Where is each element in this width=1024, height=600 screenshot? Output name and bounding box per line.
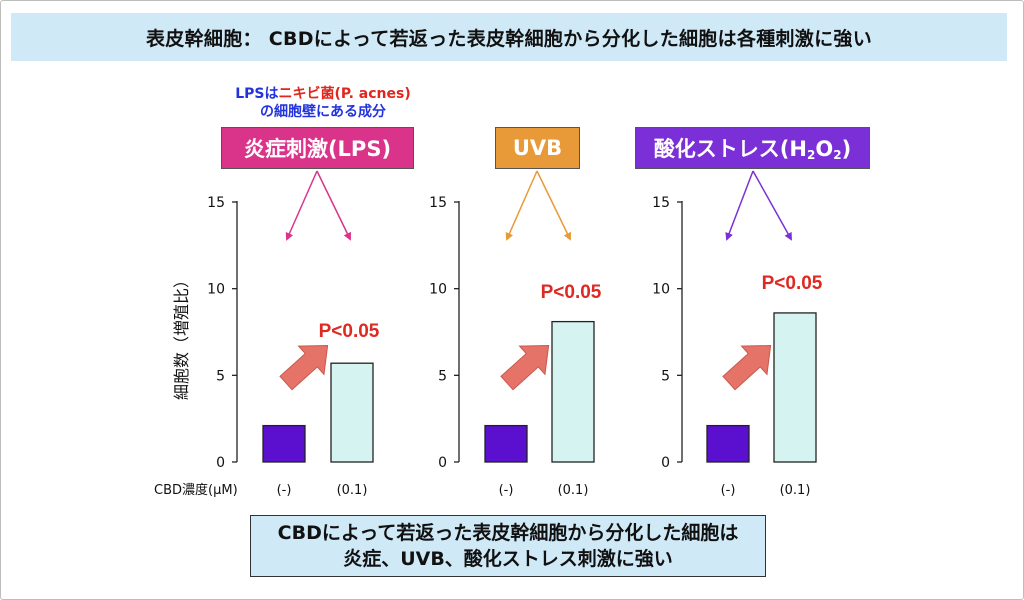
y-tick-label: 10	[652, 282, 670, 298]
y-tick-label: 5	[216, 368, 225, 384]
y-axis-title: 細胞数（増殖比）	[172, 272, 191, 400]
y-tick-label: 10	[207, 282, 225, 298]
x-tick-label: (-)	[721, 483, 736, 498]
stimulus-lps-box: 炎症刺激(LPS)	[221, 127, 414, 169]
x-tick-label: (0.1)	[337, 483, 368, 498]
y-tick-label: 0	[661, 455, 670, 471]
y-tick-label: 5	[661, 368, 670, 384]
y-tick-label: 0	[216, 455, 225, 471]
increase-arrow-icon	[500, 345, 550, 391]
p-value-label: P<0.05	[762, 273, 823, 294]
stimulus-arrow-right	[752, 170, 792, 241]
stimulus-arrow-right	[536, 170, 571, 241]
x-axis-title: CBD濃度(μM)	[154, 482, 238, 498]
x-tick-label: (0.1)	[558, 483, 589, 498]
stimulus-uvb-label: UVB	[512, 136, 563, 160]
y-tick-label: 10	[429, 282, 447, 298]
bar-cbd	[773, 312, 817, 463]
p-value-label: P<0.05	[319, 321, 380, 342]
bar-cbd	[551, 320, 595, 463]
stimulus-oxidative-box: 酸化ストレス(H2O2)	[635, 127, 870, 169]
y-tick-label: 15	[429, 195, 447, 211]
stimulus-oxidative-label: 酸化ストレス(H2O2)	[653, 137, 852, 162]
stimulus-arrow-left	[285, 170, 318, 241]
summary-line-2: 炎症、UVB、酸化ストレス刺激に強い	[343, 548, 673, 570]
stimulus-uvb-box: UVB	[495, 127, 580, 169]
summary-line-1: CBDによって若返った表皮幹細胞から分化した細胞は	[277, 522, 739, 544]
lps-note-acne-bacteria: ニキビ菌(P. acnes)	[278, 86, 411, 102]
increase-arrow-icon	[279, 345, 329, 391]
bar-control	[484, 424, 528, 463]
p-value-label: P<0.05	[541, 282, 602, 303]
stimulus-arrow-left	[505, 170, 538, 241]
increase-arrow-icon	[722, 345, 772, 391]
stimulus-arrow-left	[725, 170, 754, 241]
summary-box: CBDによって若返った表皮幹細胞から分化した細胞は 炎症、UVB、酸化ストレス刺…	[250, 515, 766, 577]
y-tick-label: 0	[438, 455, 447, 471]
x-tick-label: (-)	[277, 483, 292, 498]
bar-control	[706, 424, 750, 463]
lps-note-line1: LPSはニキビ菌(P. acnes)	[203, 85, 443, 103]
y-tick-label: 15	[652, 195, 670, 211]
lps-note-line2: の細胞壁にある成分	[260, 104, 386, 120]
stimulus-lps-label: 炎症刺激(LPS)	[243, 137, 392, 161]
slide-title: 表皮幹細胞： CBDによって若返った表皮幹細胞から分化した細胞は各種刺激に強い	[11, 13, 1007, 61]
y-tick-label: 15	[207, 195, 225, 211]
stimulus-arrow-right	[316, 170, 351, 241]
y-tick-label: 5	[438, 368, 447, 384]
x-tick-label: (0.1)	[780, 483, 811, 498]
x-tick-label: (-)	[499, 483, 514, 498]
lps-note-lps: LPSは	[235, 86, 279, 102]
bar-control	[262, 424, 306, 463]
bar-cbd	[330, 362, 374, 463]
lps-note: LPSはニキビ菌(P. acnes) の細胞壁にある成分	[203, 85, 443, 121]
